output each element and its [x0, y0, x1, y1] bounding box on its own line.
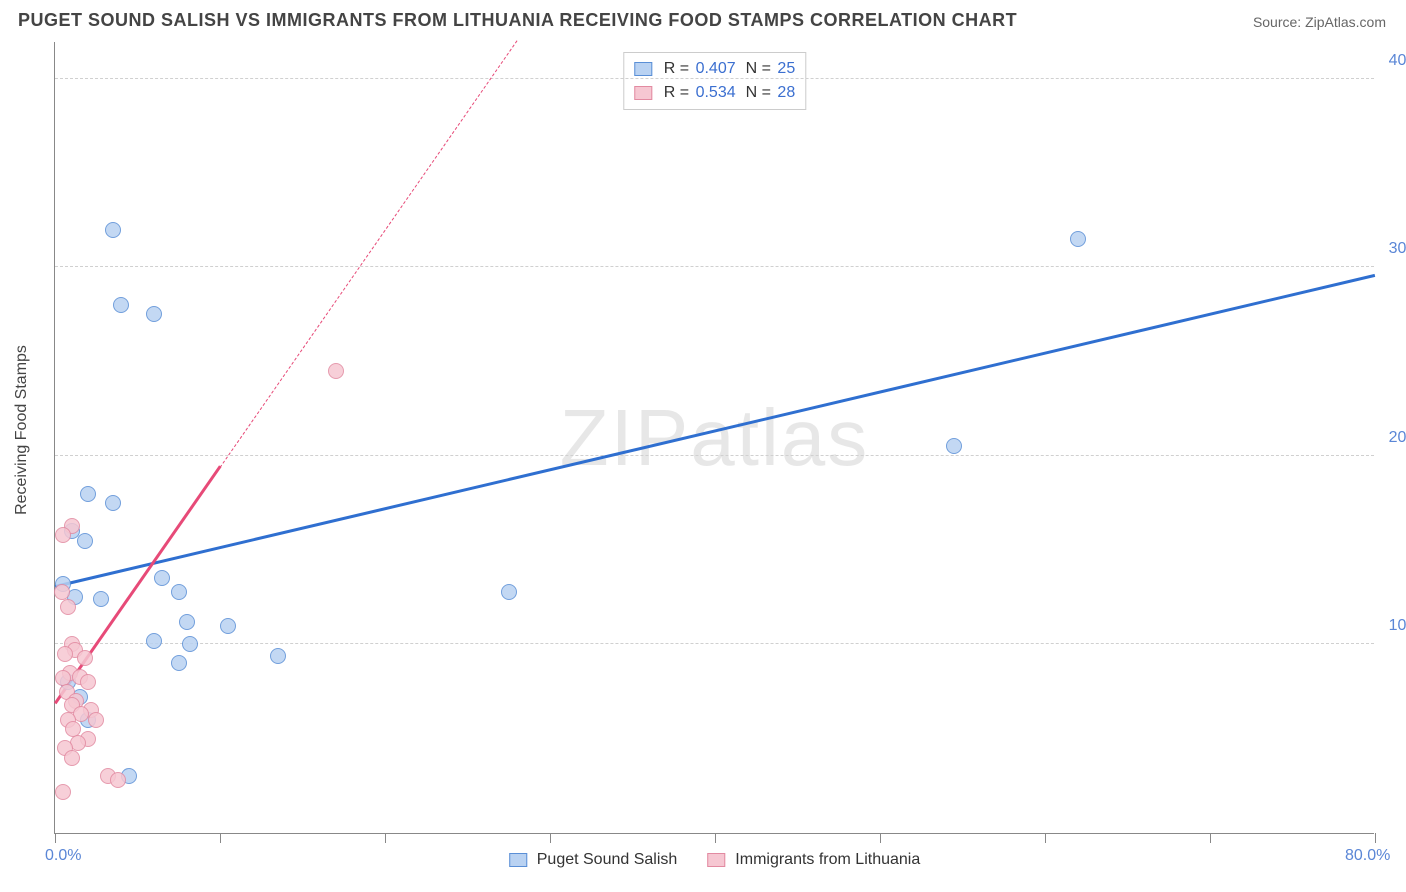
data-point — [146, 306, 162, 322]
legend-label: Immigrants from Lithuania — [735, 851, 920, 869]
legend-r-label: R = 0.407 — [664, 60, 736, 78]
x-tick — [550, 833, 551, 843]
x-tick — [1375, 833, 1376, 843]
regression-line — [220, 40, 518, 467]
data-point — [55, 527, 71, 543]
data-point — [110, 772, 126, 788]
y-tick-label: 20.0% — [1389, 429, 1406, 447]
gridline — [55, 266, 1374, 267]
data-point — [220, 618, 236, 634]
x-tick — [220, 833, 221, 843]
data-point — [54, 584, 70, 600]
data-point — [77, 533, 93, 549]
x-tick-label: 80.0% — [1345, 847, 1390, 865]
gridline — [55, 455, 1374, 456]
data-point — [105, 222, 121, 238]
data-point — [113, 297, 129, 313]
series-legend: Puget Sound Salish Immigrants from Lithua… — [509, 851, 921, 869]
data-point — [270, 648, 286, 664]
x-tick-label: 0.0% — [45, 847, 81, 865]
x-tick — [880, 833, 881, 843]
data-point — [501, 584, 517, 600]
data-point — [946, 438, 962, 454]
legend-swatch — [509, 853, 527, 867]
x-tick — [1210, 833, 1211, 843]
data-point — [154, 570, 170, 586]
data-point — [60, 599, 76, 615]
x-tick — [715, 833, 716, 843]
data-point — [77, 650, 93, 666]
data-point — [171, 584, 187, 600]
legend-n-label: N = 28 — [746, 84, 796, 102]
y-tick-label: 10.0% — [1389, 617, 1406, 635]
data-point — [64, 750, 80, 766]
data-point — [1070, 231, 1086, 247]
data-point — [57, 646, 73, 662]
data-point — [55, 784, 71, 800]
legend-r-label: R = 0.534 — [664, 84, 736, 102]
legend-item: Immigrants from Lithuania — [707, 851, 920, 869]
y-tick-label: 40.0% — [1389, 52, 1406, 70]
x-tick — [1045, 833, 1046, 843]
data-point — [93, 591, 109, 607]
y-axis-title: Receiving Food Stamps — [13, 345, 31, 515]
gridline — [55, 643, 1374, 644]
legend-n-label: N = 25 — [746, 60, 796, 78]
legend-swatch — [707, 853, 725, 867]
data-point — [171, 655, 187, 671]
data-point — [80, 674, 96, 690]
chart-source: Source: ZipAtlas.com — [1253, 14, 1386, 30]
correlation-legend: R = 0.407 N = 25 R = 0.534 N = 28 — [623, 52, 806, 110]
legend-item: Puget Sound Salish — [509, 851, 678, 869]
scatter-plot-area: ZIPatlas R = 0.407N = 25R = 0.534N = 28 … — [54, 42, 1374, 834]
gridline — [55, 78, 1374, 79]
legend-label: Puget Sound Salish — [537, 851, 678, 869]
data-point — [179, 614, 195, 630]
data-point — [328, 363, 344, 379]
x-tick — [55, 833, 56, 843]
legend-swatch — [634, 86, 652, 100]
data-point — [88, 712, 104, 728]
legend-swatch — [634, 62, 652, 76]
data-point — [146, 633, 162, 649]
data-point — [182, 636, 198, 652]
chart-title: PUGET SOUND SALISH VS IMMIGRANTS FROM LI… — [18, 10, 1017, 31]
data-point — [105, 495, 121, 511]
legend-row: R = 0.534 N = 28 — [634, 81, 795, 105]
x-tick — [385, 833, 386, 843]
regression-line — [55, 274, 1376, 588]
y-tick-label: 30.0% — [1389, 240, 1406, 258]
data-point — [80, 486, 96, 502]
